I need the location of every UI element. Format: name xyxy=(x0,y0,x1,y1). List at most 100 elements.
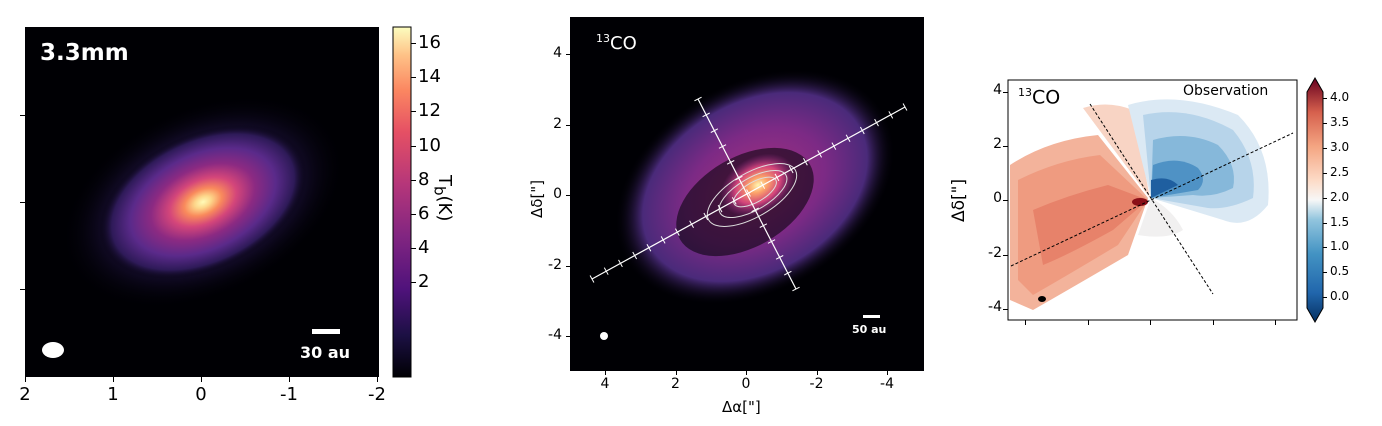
colorbar-label-unit: (K) xyxy=(434,195,455,222)
x-tick-mark xyxy=(1212,320,1214,325)
axis-tick xyxy=(735,175,743,181)
axis-tick xyxy=(726,160,735,165)
axis-tick xyxy=(660,236,666,244)
x-tick-label: 2 xyxy=(19,384,31,405)
colorbar-tick-label: 1.0 xyxy=(1330,239,1350,254)
y-axis-label: Δδ["] xyxy=(528,179,546,218)
x-tick-mark xyxy=(1150,320,1151,325)
scale-bar-label: 30 au xyxy=(300,343,351,362)
x-tick-label: 0 xyxy=(741,376,751,392)
colorbar-tick-label: 1.5 xyxy=(1330,214,1350,229)
y-axis-label: Δδ["] xyxy=(949,178,969,222)
y-tick-label: 0 xyxy=(553,186,562,202)
colorbar-tick-label: 0.5 xyxy=(1330,264,1350,279)
x-tick-label: 2 xyxy=(671,376,680,392)
scale-beam xyxy=(1038,296,1046,302)
colorbar-tick-label: 6 xyxy=(418,203,430,224)
line-label: 13CO xyxy=(596,32,637,54)
axis-tick xyxy=(710,128,719,133)
colorbar-tick-label: 10 xyxy=(418,134,441,156)
axis-tick xyxy=(760,181,766,189)
colorbar-tick-label: 14 xyxy=(418,66,441,88)
axis-tick xyxy=(767,239,776,244)
x-tick-label: -2 xyxy=(368,384,386,405)
contours xyxy=(706,163,798,227)
axis-tick xyxy=(859,126,865,135)
x-tick-mark xyxy=(1087,320,1089,325)
panel1-colorbar xyxy=(392,26,412,378)
axis-tick xyxy=(775,255,784,260)
line-label: 13CO xyxy=(1018,86,1060,108)
axis-tick xyxy=(718,144,727,149)
axis-tick xyxy=(803,157,808,166)
axis-tick xyxy=(831,142,837,150)
colorbar-label-sub: b xyxy=(430,186,449,196)
y-tick-label: -4 xyxy=(988,298,1002,315)
axis-tick xyxy=(717,204,723,213)
y-tick-label: -2 xyxy=(548,256,562,273)
y-tick-label: 4 xyxy=(993,82,1002,98)
velocity-map xyxy=(1010,99,1269,310)
colorbar-tick-label: 12 xyxy=(418,100,441,122)
x-tick-label: 4 xyxy=(600,376,610,392)
colorbar-label-main: T xyxy=(434,175,455,186)
axis-tick xyxy=(774,173,780,182)
colorbar-tick-label: 0.0 xyxy=(1330,289,1350,304)
scale-bar xyxy=(312,329,340,334)
axis-tick xyxy=(703,212,709,221)
observation-label: Observation xyxy=(1183,83,1269,99)
y-tick-label: -4 xyxy=(548,327,562,343)
y-tick-label: 4 xyxy=(553,45,562,61)
line-label-main: CO xyxy=(610,33,637,54)
axis-tick xyxy=(788,165,794,174)
colorbar-tick-label: 3.0 xyxy=(1330,139,1350,154)
axis-tick xyxy=(618,259,623,268)
x-axis-label: Δα["] xyxy=(722,398,761,416)
axis-tick xyxy=(646,243,652,252)
x-tick-label: -2 xyxy=(809,376,824,392)
scale-beam xyxy=(42,342,64,358)
axis-tick xyxy=(784,270,792,276)
line-label-sup: 13 xyxy=(1018,86,1032,99)
axis-tick xyxy=(751,207,759,213)
band-label: 3.3mm xyxy=(40,40,129,66)
colorbar-tick-label: 16 xyxy=(418,32,441,53)
y-tick-label: -2 xyxy=(988,244,1002,261)
colorbar-tick-label: 3.5 xyxy=(1330,114,1350,129)
axis-tick xyxy=(792,286,800,292)
y-tick-label: 2 xyxy=(553,115,562,132)
x-tick-mark xyxy=(1025,320,1026,325)
axis-tick xyxy=(694,96,702,102)
colorbar-tick-label: 2.0 xyxy=(1330,189,1350,204)
panel2-image xyxy=(570,17,924,371)
panel3-image xyxy=(1007,79,1298,321)
axis-tick xyxy=(702,112,710,118)
colorbar-tick-label: 2.5 xyxy=(1330,164,1350,179)
axis-tick xyxy=(603,267,609,275)
axis-tick xyxy=(845,134,851,143)
panel3-colorbar xyxy=(1306,76,1324,324)
axis-tick xyxy=(674,228,680,236)
line-label-main: CO xyxy=(1032,86,1061,109)
x-tick-label: -1 xyxy=(280,384,298,405)
colorbar-tick-label: 4 xyxy=(418,237,430,259)
y-tick-label: 2 xyxy=(993,136,1002,153)
scale-beam xyxy=(600,332,608,340)
scale-bar xyxy=(863,315,880,318)
axis-tick xyxy=(589,275,595,283)
line-label-sup: 13 xyxy=(596,32,610,45)
axis-tick xyxy=(689,220,694,229)
x-tick-label: -4 xyxy=(880,376,894,392)
axis-tick xyxy=(731,197,737,205)
colorbar-tick-label: 8 xyxy=(418,168,430,190)
panel1-image xyxy=(25,27,379,377)
axis-tick xyxy=(888,111,894,119)
x-tick-mark xyxy=(1275,320,1276,325)
axes-lines xyxy=(1010,103,1294,295)
axis-tick xyxy=(632,251,638,260)
x-tick-label: 0 xyxy=(195,384,207,405)
axis-tick xyxy=(874,118,879,127)
colorbar-tick-label: 4.0 xyxy=(1330,90,1350,104)
scale-bar-label: 50 au xyxy=(852,323,887,336)
y-tick-label: 0 xyxy=(993,190,1002,207)
